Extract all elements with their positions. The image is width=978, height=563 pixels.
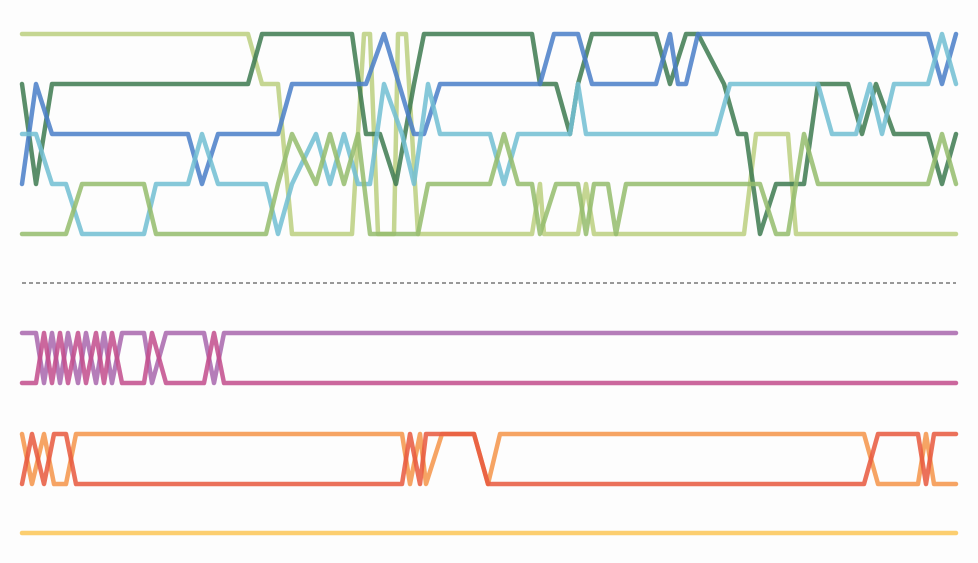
line-magenta [19, 330, 959, 386]
group-purple [19, 330, 959, 386]
line-dark-green [19, 31, 959, 237]
line-blue [19, 31, 959, 187]
line-orange [19, 431, 959, 487]
line-red [19, 431, 959, 487]
group-top [19, 31, 959, 237]
line-purple [19, 330, 959, 386]
line-sage-green [19, 131, 959, 237]
group-orange [19, 431, 959, 487]
line-light-blue [19, 31, 959, 237]
